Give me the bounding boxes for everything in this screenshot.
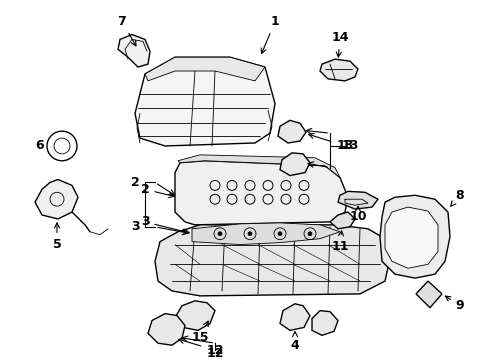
Polygon shape [175, 301, 215, 330]
Polygon shape [319, 59, 357, 81]
Circle shape [218, 232, 222, 236]
Polygon shape [178, 155, 339, 177]
Text: 2: 2 [130, 176, 139, 189]
Circle shape [307, 232, 311, 236]
Text: 8: 8 [450, 189, 464, 206]
Text: 10: 10 [348, 206, 366, 224]
Polygon shape [329, 212, 354, 229]
Text: 6: 6 [36, 139, 44, 153]
Polygon shape [379, 195, 449, 278]
Polygon shape [148, 314, 184, 345]
Polygon shape [311, 311, 337, 335]
Text: 14: 14 [330, 31, 348, 57]
Text: 7: 7 [118, 15, 136, 46]
Polygon shape [118, 35, 150, 67]
Text: 12: 12 [206, 347, 224, 360]
Circle shape [247, 232, 251, 236]
Text: 13: 13 [308, 134, 353, 153]
Text: 13: 13 [341, 139, 358, 153]
Polygon shape [278, 120, 305, 143]
Circle shape [278, 232, 282, 236]
Polygon shape [35, 180, 78, 219]
Text: 12: 12 [179, 338, 224, 357]
Polygon shape [155, 225, 389, 296]
Polygon shape [145, 57, 264, 81]
Text: 15: 15 [191, 321, 208, 344]
Text: 2: 2 [141, 183, 174, 198]
Polygon shape [280, 153, 309, 176]
Text: 5: 5 [53, 223, 61, 251]
Text: 11: 11 [330, 231, 348, 253]
Text: 3: 3 [141, 215, 189, 234]
Text: 3: 3 [130, 220, 139, 233]
Text: 4: 4 [290, 332, 299, 352]
Text: 1: 1 [261, 15, 279, 54]
Polygon shape [415, 281, 441, 308]
Polygon shape [280, 304, 309, 330]
Polygon shape [175, 161, 347, 225]
Polygon shape [384, 207, 437, 268]
Polygon shape [192, 223, 339, 244]
Polygon shape [135, 57, 274, 146]
Polygon shape [337, 191, 377, 209]
Text: 9: 9 [445, 296, 464, 312]
